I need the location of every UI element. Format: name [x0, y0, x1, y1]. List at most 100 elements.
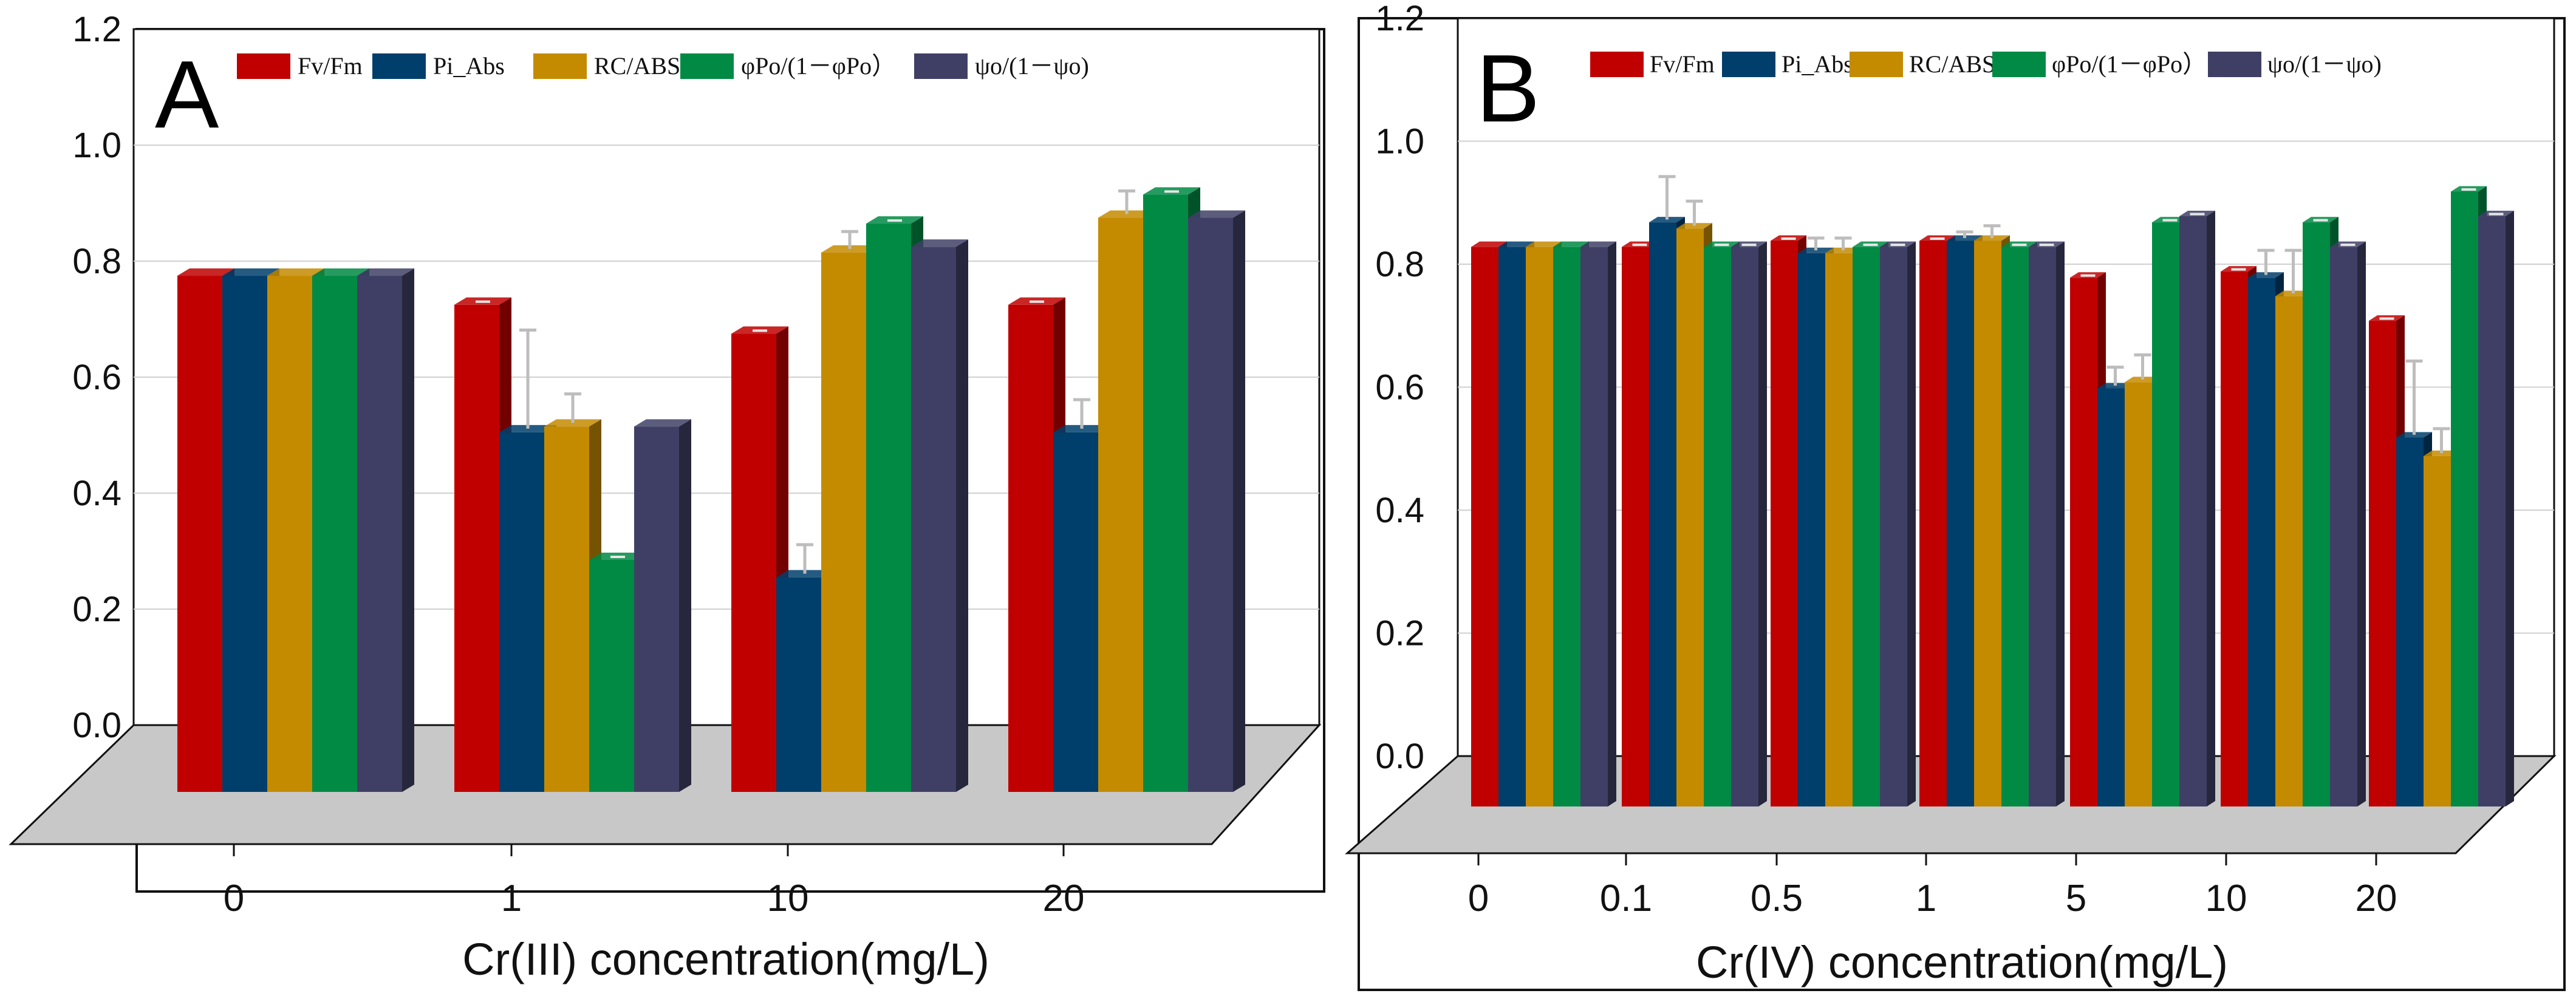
panel-a-ytick-label: 0.8 [72, 242, 121, 281]
panel-b-xtick-label: 0.1 [1600, 878, 1652, 919]
panel-a-bar-front [1053, 432, 1098, 792]
panel-b-x-axis-title: Cr(IV) concentration(mg/L) [1696, 937, 2228, 987]
panel-b-bar-front [2248, 278, 2275, 806]
panel-b-bar-front [1798, 253, 1825, 806]
panel-b-bar-front [1498, 247, 1526, 806]
panel-b-bar-front [2275, 296, 2303, 806]
panel-b-ytick-label: 0.0 [1375, 737, 1424, 776]
panel-b-bar-front [2029, 247, 2056, 806]
panel-b-bar [2179, 211, 2215, 806]
panel-a-bar-front [267, 276, 312, 792]
panel-b-bar-side [1758, 241, 1767, 806]
panel-b-bar-front [2097, 388, 2125, 806]
panel-a-ytick-label: 0.2 [72, 590, 121, 629]
panel-b-legend-swatch [2208, 52, 2261, 77]
panel-b-bar-front [2001, 247, 2029, 806]
panel-a-bar [357, 268, 414, 792]
panel-b-bar-front [1919, 240, 1947, 806]
panel-b-legend-label: Fv/Fm [1650, 50, 1715, 78]
panel-b-bar-front [2451, 191, 2478, 806]
panel-a-bar-front [731, 333, 776, 792]
panel-a-x-axis-title: Cr(III) concentration(mg/L) [462, 934, 989, 984]
panel-b-bar-front [1771, 240, 1798, 806]
panel-b-bar-front [2396, 437, 2424, 806]
panel-b-bar-front [1704, 247, 1731, 806]
panel-b-bar-front [1853, 247, 1880, 806]
panel-b-bar [2330, 241, 2366, 806]
panel-a-legend-label: ψo/(1－ψo) [975, 52, 1089, 80]
panel-a-ytick-label: 1.2 [72, 10, 121, 49]
panel-b-xtick-label: 10 [2205, 878, 2247, 919]
panel-a-bar-top [357, 268, 414, 276]
panel-a-bar-front [357, 276, 402, 792]
panel-b-bar-front [2369, 321, 2396, 806]
panel-a-bar-front [1098, 217, 1143, 792]
panel-a-ytick-label: 0.0 [72, 706, 121, 745]
panel-a-legend-swatch [372, 53, 426, 79]
panel-b-bar-front [1825, 253, 1853, 806]
panel-b-bar-front [1947, 240, 1974, 806]
panel-a-xtick-label: 10 [767, 878, 809, 919]
panel-b-bar-front [2478, 216, 2506, 806]
panel-a-bar-side [1233, 210, 1245, 792]
panel-a-xtick-label: 1 [501, 878, 522, 919]
panel-a-bar-top [312, 268, 369, 276]
panel-b-bar-side [2506, 211, 2514, 806]
panel-b-legend-swatch [1722, 52, 1775, 77]
panel-a-bar-side [402, 268, 414, 792]
panel-b-ytick-label: 1.0 [1375, 122, 1424, 162]
panel-b-bar-front [1676, 228, 1704, 806]
panel-b-bar-top [1498, 241, 1534, 247]
panel-a-bar-top [1188, 210, 1245, 218]
panel-b-xtick-label: 0 [1468, 878, 1489, 919]
panel-b-legend-swatch [1992, 52, 2046, 77]
panel-b-bar-front [2125, 382, 2152, 806]
panel-b-legend-label: ψo/(1－ψo) [2267, 50, 2382, 78]
panel-b-legend-label: φPo/(1－φPo） [2052, 50, 2207, 78]
panel-a-bar-top [634, 419, 691, 427]
panel-b-legend-label: Pi_Abs [1782, 50, 1853, 78]
panel-b-xtick-label: 5 [2066, 878, 2086, 919]
panel-b-bar-side [1608, 241, 1616, 806]
panel-b-bar-side [2056, 241, 2065, 806]
panel-a-legend-swatch [914, 53, 968, 79]
panel-a-legend-label: RC/ABS [594, 52, 680, 80]
panel-b-ytick-label: 0.8 [1375, 245, 1424, 284]
panel-a-bar-side [679, 419, 691, 792]
panel-a-bar-front [544, 426, 589, 792]
panel-a-bar-front [177, 276, 222, 792]
panel-a-bar-front [1143, 194, 1188, 793]
panel-a-bar-top [267, 268, 324, 276]
panel-a-ytick-label: 0.6 [72, 358, 121, 397]
panel-b-legend-swatch [1850, 52, 1903, 77]
panel-b-bar-front [1553, 247, 1580, 806]
panel-b-ytick-label: 0.4 [1375, 491, 1424, 530]
panel-a-bar-front [911, 247, 956, 792]
panel-a-chart: 0.0 0.2 0.4 0.6 0.8 1.0 1.2 0 1 10 20 Fv/Fm Pi_Abs RC… [9, 10, 1325, 984]
panel-a-bar-front [776, 577, 821, 792]
panel-b-bar-front [2070, 278, 2097, 806]
panel-b-bar-side [2357, 241, 2366, 806]
panel-a-bar-front [454, 304, 499, 792]
panel-a-bar [911, 239, 968, 792]
panel-a-bar [634, 419, 691, 792]
panel-a-bar-top [911, 239, 968, 247]
panel-a-legend-label: Pi_Abs [433, 52, 505, 80]
panel-b-bar-front [1974, 240, 2001, 806]
panel-b-xtick-label: 20 [2356, 878, 2397, 919]
panel-a-xtick-label: 0 [224, 878, 244, 919]
panel-b-chart: 0.0 0.2 0.4 0.6 0.8 1.0 1.2 0 0.1 0.5 1 5 10 20 Fv/Fm P… [1345, 0, 2566, 991]
panel-b-bar-side [2207, 211, 2215, 806]
panel-b-bar-front [1622, 247, 1649, 806]
panel-b-bar-front [2179, 216, 2207, 806]
panel-b-bar-front [2221, 271, 2248, 806]
panel-b-bar-front [1880, 247, 1907, 806]
panel-a-bar-front [1188, 217, 1233, 792]
panel-a-bar-front [866, 223, 911, 793]
panel-b-bar-top [1526, 241, 1562, 247]
panel-b-xtick-label: 1 [1916, 878, 1936, 919]
panel-a-ytick-label: 1.0 [72, 126, 121, 165]
panel-a-bar-side [956, 239, 968, 792]
panel-a-xtick-label: 20 [1043, 878, 1085, 919]
panel-b-legend-label: RC/ABS [1909, 50, 1995, 78]
